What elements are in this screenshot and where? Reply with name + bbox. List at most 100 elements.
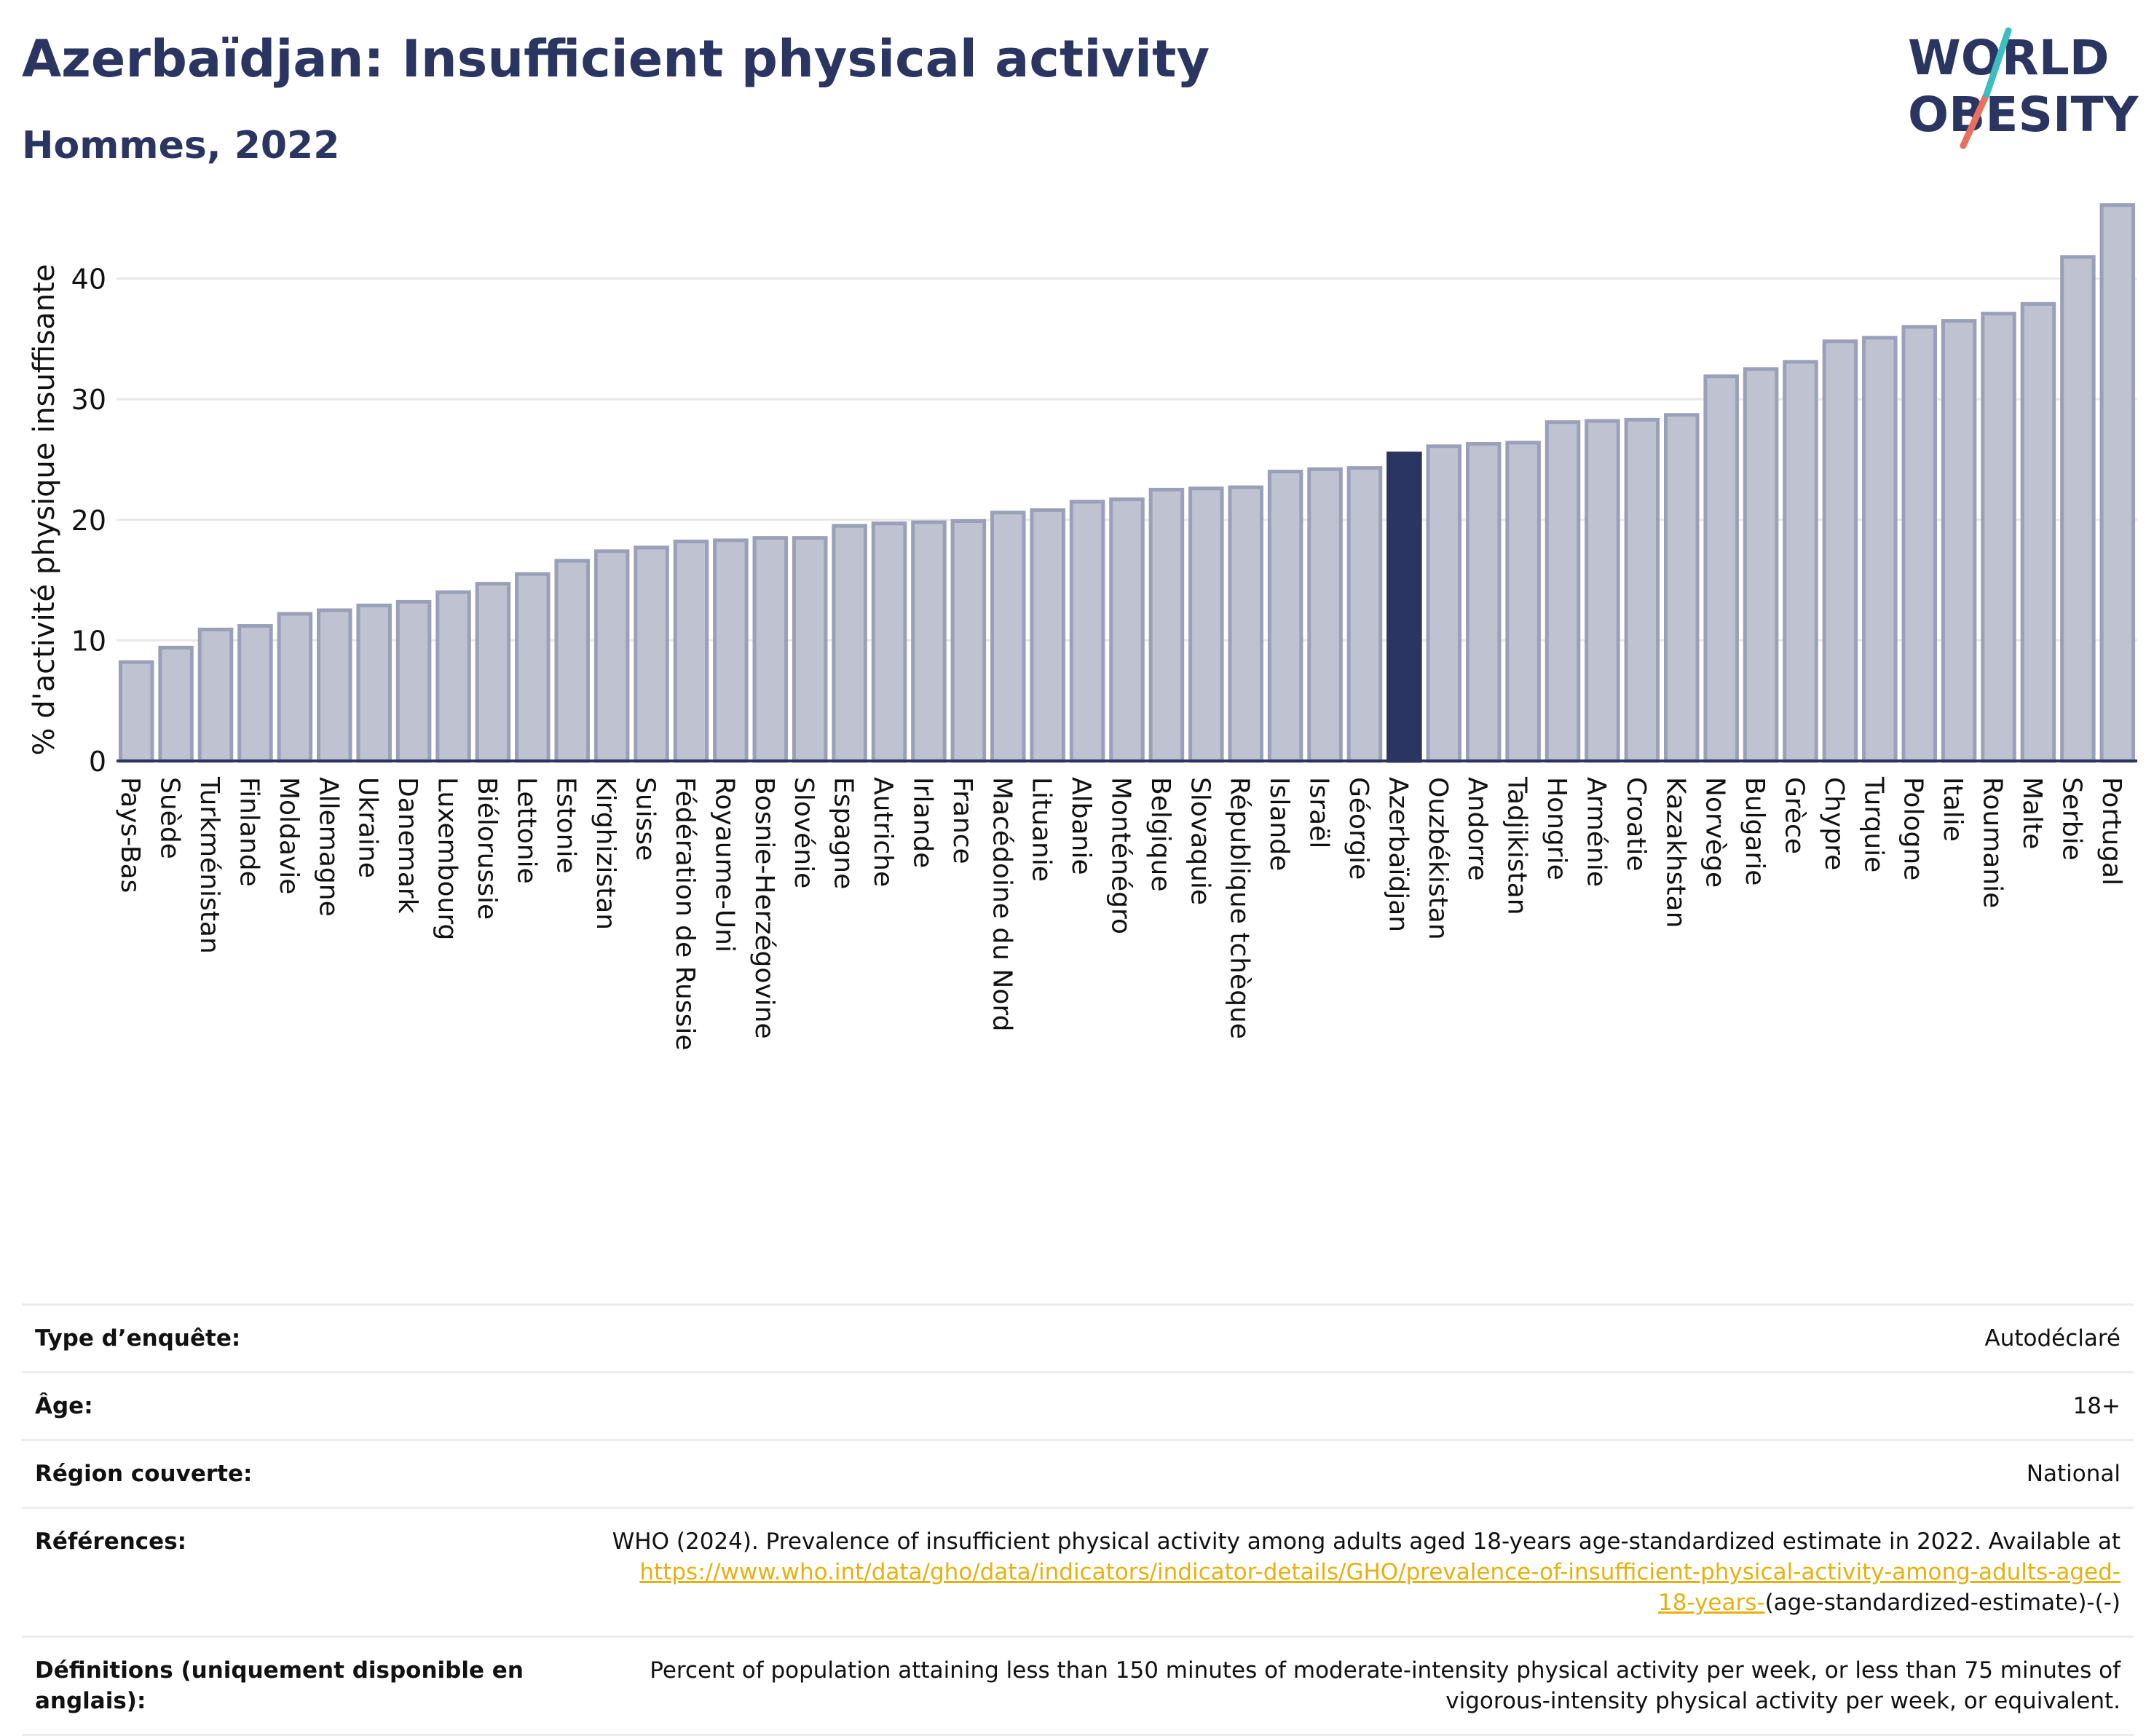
x-tick-label: Irlande: [907, 777, 937, 868]
bar-Slovénie[interactable]: [792, 536, 828, 763]
age-label: Âge:: [35, 1393, 93, 1419]
bar-Pologne[interactable]: [1901, 325, 1938, 763]
region-label: Région couverte:: [35, 1461, 253, 1487]
bar-France[interactable]: [950, 518, 987, 763]
bar-Bosnie-Herzégovine[interactable]: [752, 536, 789, 763]
y-tick-label: 40: [71, 264, 106, 296]
x-tick-label: Grèce: [1780, 777, 1810, 854]
references-link[interactable]: https://www.who.int/data/gho/data/indica…: [639, 1559, 2121, 1585]
bar-Lituanie[interactable]: [1030, 508, 1065, 763]
x-tick-label: Turquie: [1858, 776, 1888, 872]
bar-Danemark[interactable]: [395, 599, 432, 763]
references-text: WHO (2024). Prevalence of insufficient p…: [612, 1528, 2121, 1555]
survey-type-value: Autodéclaré: [1984, 1325, 2121, 1352]
bar-République tchèque[interactable]: [1228, 485, 1263, 763]
x-tick-label: Macédoine du Nord: [987, 777, 1017, 1031]
x-tick-label: Tadjikistan: [1502, 776, 1532, 915]
bar-Lettonie[interactable]: [515, 572, 551, 763]
x-tick-label: Azerbaïdjan: [1383, 777, 1413, 932]
bar-Estonie[interactable]: [554, 559, 590, 763]
info-row-age: Âge: 18+: [22, 1372, 2134, 1440]
x-tick-label: Luxembourg: [433, 777, 462, 940]
bar-Ukraine[interactable]: [356, 603, 392, 763]
bar-Italie[interactable]: [1941, 319, 1977, 763]
x-tick-label: Israël: [1304, 777, 1334, 848]
x-tick-label: Kazakhstan: [1660, 777, 1690, 928]
bar-Turkménistan[interactable]: [197, 628, 234, 763]
bar-Kirghizistan[interactable]: [593, 549, 630, 763]
x-tick-label: Monténégro: [1106, 777, 1136, 934]
x-tick-label: Fédération de Russie: [670, 777, 700, 1050]
bar-Tadjikistan[interactable]: [1505, 441, 1541, 763]
bar-Azerbaïdjan[interactable]: [1386, 451, 1422, 763]
bar-Norvège[interactable]: [1703, 374, 1739, 763]
bar-Macédoine du Nord[interactable]: [990, 510, 1026, 763]
bar-Croatie[interactable]: [1624, 417, 1660, 763]
bar-Espagne[interactable]: [832, 524, 867, 763]
info-table: Type d’enquête: Autodéclaré Âge: 18+ Rég…: [22, 1303, 2134, 1736]
bar-Pays-Bas[interactable]: [118, 660, 154, 763]
bar-Malte[interactable]: [2020, 301, 2056, 763]
bar-Fédération de Russie[interactable]: [673, 540, 709, 763]
bar-Serbie[interactable]: [2060, 255, 2096, 763]
x-tick-label: Royaume-Uni: [709, 777, 739, 952]
y-tick-label: 20: [71, 505, 106, 537]
bar-Royaume-Uni[interactable]: [713, 538, 749, 763]
y-tick-label: 10: [71, 625, 106, 657]
bar-Albanie[interactable]: [1069, 500, 1105, 763]
bar-Grèce[interactable]: [1783, 360, 1818, 763]
x-tick-label: Serbie: [2056, 777, 2086, 861]
bar-Slovaquie[interactable]: [1188, 486, 1224, 763]
x-tick-label: Islande: [1264, 777, 1294, 871]
x-tick-label: Finlande: [234, 777, 264, 887]
x-tick-label: Suisse: [631, 777, 660, 861]
bar-Suisse[interactable]: [634, 545, 669, 763]
x-tick-label: Autriche: [868, 777, 898, 887]
bar-Géorgie[interactable]: [1346, 466, 1383, 763]
bar-Arménie[interactable]: [1585, 419, 1620, 763]
bar-Chypre[interactable]: [1822, 339, 1858, 763]
x-tick-label: Ukraine: [353, 777, 383, 878]
chart-title: Azerbaïdjan: Insufficient physical activ…: [22, 29, 1210, 89]
x-tick-label: Espagne: [829, 777, 859, 889]
references-link-continued[interactable]: 18-years-: [1657, 1590, 1765, 1616]
bar-Irlande[interactable]: [911, 520, 947, 763]
bar-Allemagne[interactable]: [317, 608, 352, 763]
x-tick-label: Géorgie: [1344, 777, 1373, 880]
references-text-after-link: (age-standardized-estimate)-(-): [1764, 1590, 2121, 1616]
bar-Portugal[interactable]: [2099, 203, 2136, 763]
bar-Hongrie[interactable]: [1545, 420, 1581, 763]
bar-Luxembourg[interactable]: [435, 590, 471, 763]
x-tick-label: Suède: [155, 777, 185, 859]
y-axis-label: % d'activité physique insuffisante: [28, 264, 61, 756]
bar-Suède[interactable]: [158, 645, 194, 763]
bar-Ouzbékistan[interactable]: [1426, 444, 1462, 763]
world-obesity-logo: WORLD OBESITY: [1908, 27, 2139, 149]
x-tick-label: Allemagne: [313, 777, 343, 917]
bar-Roumanie[interactable]: [1981, 312, 2016, 763]
bar-Autriche[interactable]: [871, 521, 907, 763]
x-tick-label: Portugal: [2096, 777, 2126, 885]
bar-Biélorussie[interactable]: [475, 582, 511, 763]
survey-type-label: Type d’enquête:: [35, 1325, 241, 1352]
bar-Turquie[interactable]: [1862, 336, 1898, 763]
bar-Islande[interactable]: [1267, 470, 1303, 763]
y-tick-label: 0: [89, 746, 106, 778]
x-tick-label: Hongrie: [1542, 777, 1571, 880]
bar-Israël[interactable]: [1307, 467, 1343, 763]
x-tick-label: Bosnie-Herzégovine: [749, 777, 779, 1039]
x-tick-label: Danemark: [392, 777, 422, 914]
bar-Kazakhstan[interactable]: [1664, 413, 1700, 763]
x-tick-label: Arménie: [1581, 777, 1611, 887]
x-tick-label: Biélorussie: [472, 777, 502, 920]
bar-Andorre[interactable]: [1465, 441, 1502, 763]
definitions-value: Percent of population attaining less tha…: [650, 1657, 2121, 1714]
bar-Finlande[interactable]: [237, 624, 273, 763]
bar-Belgique[interactable]: [1148, 487, 1185, 763]
x-tick-label: Norvège: [1700, 777, 1730, 888]
bar-Moldavie[interactable]: [277, 612, 313, 763]
bar-Bulgarie[interactable]: [1743, 367, 1779, 763]
x-tick-label: République tchèque: [1225, 777, 1255, 1039]
x-tick-label: Slovaquie: [1185, 777, 1215, 905]
bar-Monténégro[interactable]: [1109, 497, 1145, 763]
